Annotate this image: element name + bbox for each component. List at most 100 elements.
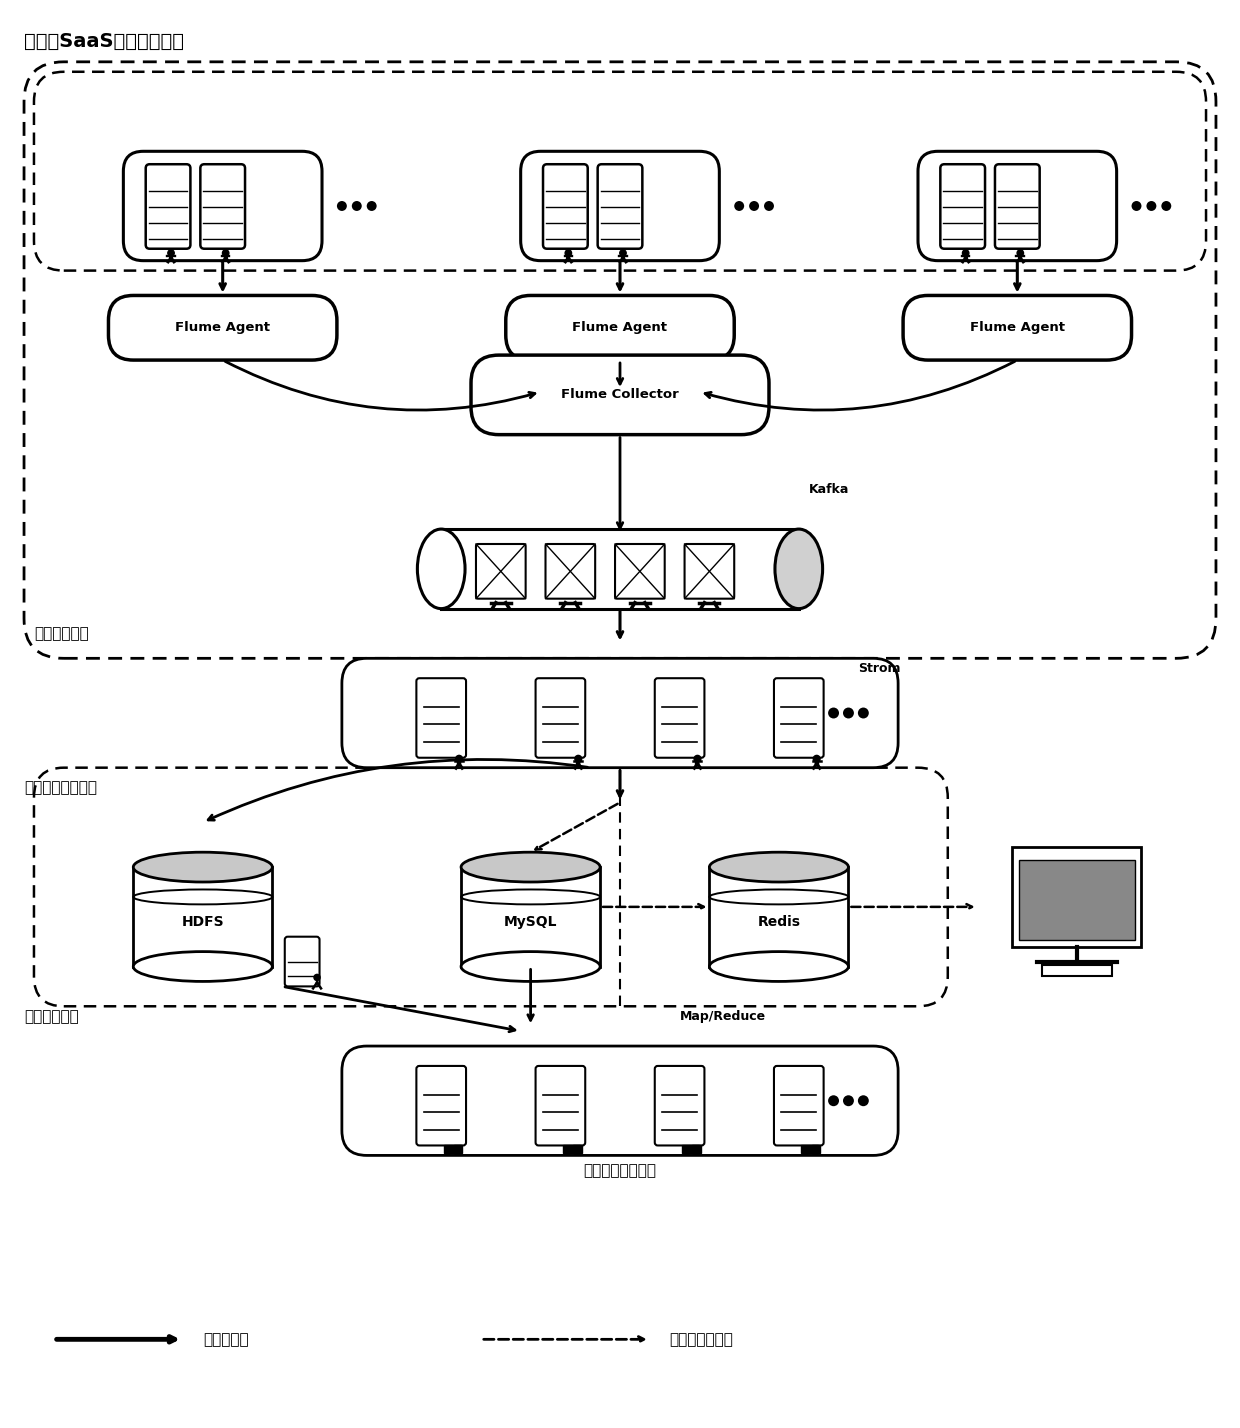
FancyBboxPatch shape [123, 151, 322, 261]
FancyBboxPatch shape [146, 164, 191, 248]
FancyBboxPatch shape [940, 164, 985, 248]
FancyBboxPatch shape [285, 937, 320, 987]
FancyBboxPatch shape [655, 1065, 704, 1145]
Circle shape [455, 755, 463, 763]
Text: Flume Agent: Flume Agent [573, 321, 667, 334]
Text: MySQL: MySQL [503, 915, 557, 928]
Ellipse shape [709, 853, 848, 883]
Circle shape [858, 1095, 869, 1107]
FancyBboxPatch shape [774, 678, 823, 758]
Bar [811, 1145, 818, 1152]
Text: HDFS: HDFS [181, 915, 224, 928]
Bar [1012, 847, 1142, 947]
Circle shape [167, 250, 175, 256]
Circle shape [565, 250, 572, 256]
Circle shape [1147, 201, 1157, 211]
Bar [461, 867, 600, 967]
Bar [454, 1145, 461, 1152]
Circle shape [314, 974, 321, 981]
Circle shape [337, 201, 347, 211]
FancyBboxPatch shape [108, 296, 337, 360]
Bar [1019, 860, 1135, 940]
Text: 日志数据流: 日志数据流 [203, 1332, 248, 1347]
FancyBboxPatch shape [543, 164, 588, 248]
Text: Kafka: Kafka [808, 483, 849, 496]
Circle shape [843, 1095, 854, 1107]
Text: Flume Agent: Flume Agent [175, 321, 270, 334]
Text: Redis: Redis [758, 915, 801, 928]
FancyBboxPatch shape [615, 544, 665, 598]
FancyBboxPatch shape [476, 544, 526, 598]
Circle shape [813, 755, 820, 763]
Circle shape [222, 250, 229, 256]
Bar [441, 530, 799, 608]
Ellipse shape [461, 853, 600, 883]
FancyBboxPatch shape [201, 164, 246, 248]
Circle shape [843, 707, 854, 718]
Circle shape [574, 1150, 579, 1155]
Text: 云防护SaaS平台杀毒引擎: 云防护SaaS平台杀毒引擎 [24, 31, 184, 51]
Circle shape [828, 707, 839, 718]
FancyBboxPatch shape [598, 164, 642, 248]
Circle shape [683, 1150, 688, 1155]
Bar [692, 1145, 699, 1152]
Bar [801, 1145, 820, 1152]
Circle shape [620, 250, 626, 256]
Bar [573, 1145, 580, 1152]
Circle shape [445, 1150, 450, 1155]
Circle shape [749, 201, 759, 211]
Bar [563, 1145, 582, 1152]
FancyBboxPatch shape [506, 296, 734, 360]
Circle shape [564, 1150, 569, 1155]
Text: Strom: Strom [858, 661, 901, 675]
FancyBboxPatch shape [521, 151, 719, 261]
FancyBboxPatch shape [417, 678, 466, 758]
Ellipse shape [775, 530, 822, 608]
Circle shape [694, 755, 701, 763]
FancyBboxPatch shape [774, 1065, 823, 1145]
Text: 数据报表数据流: 数据报表数据流 [670, 1332, 734, 1347]
Ellipse shape [461, 951, 600, 981]
Circle shape [693, 1150, 698, 1155]
Text: Flume Collector: Flume Collector [562, 388, 678, 401]
Bar [444, 1145, 463, 1152]
FancyBboxPatch shape [536, 1065, 585, 1145]
FancyBboxPatch shape [655, 678, 704, 758]
Ellipse shape [418, 530, 465, 608]
Text: Map/Reduce: Map/Reduce [680, 1010, 766, 1022]
FancyBboxPatch shape [903, 296, 1132, 360]
Text: 日志收集模块: 日志收集模块 [33, 625, 89, 641]
Text: 日志离线处理模块: 日志离线处理模块 [584, 1162, 656, 1178]
FancyBboxPatch shape [342, 658, 898, 768]
Bar [133, 867, 273, 967]
Circle shape [352, 201, 362, 211]
Circle shape [858, 707, 869, 718]
FancyBboxPatch shape [546, 544, 595, 598]
Circle shape [962, 250, 968, 256]
FancyBboxPatch shape [684, 544, 734, 598]
Text: Flume Agent: Flume Agent [970, 321, 1065, 334]
FancyBboxPatch shape [417, 1065, 466, 1145]
Bar [1042, 964, 1112, 977]
Circle shape [802, 1150, 807, 1155]
Circle shape [1132, 201, 1142, 211]
Bar [709, 867, 848, 967]
FancyBboxPatch shape [536, 678, 585, 758]
Circle shape [828, 1095, 839, 1107]
Circle shape [764, 201, 774, 211]
Circle shape [813, 1150, 818, 1155]
FancyBboxPatch shape [918, 151, 1117, 261]
Bar [682, 1145, 701, 1152]
Circle shape [1162, 201, 1172, 211]
Circle shape [575, 755, 582, 763]
FancyBboxPatch shape [342, 1047, 898, 1155]
Ellipse shape [133, 853, 273, 883]
FancyBboxPatch shape [994, 164, 1039, 248]
Circle shape [367, 201, 377, 211]
Circle shape [1017, 250, 1023, 256]
Circle shape [734, 201, 744, 211]
Ellipse shape [709, 951, 848, 981]
Circle shape [455, 1150, 460, 1155]
Text: 日志实时处理模块: 日志实时处理模块 [24, 780, 97, 795]
Text: 日志存储模块: 日志存储模块 [24, 1008, 79, 1024]
